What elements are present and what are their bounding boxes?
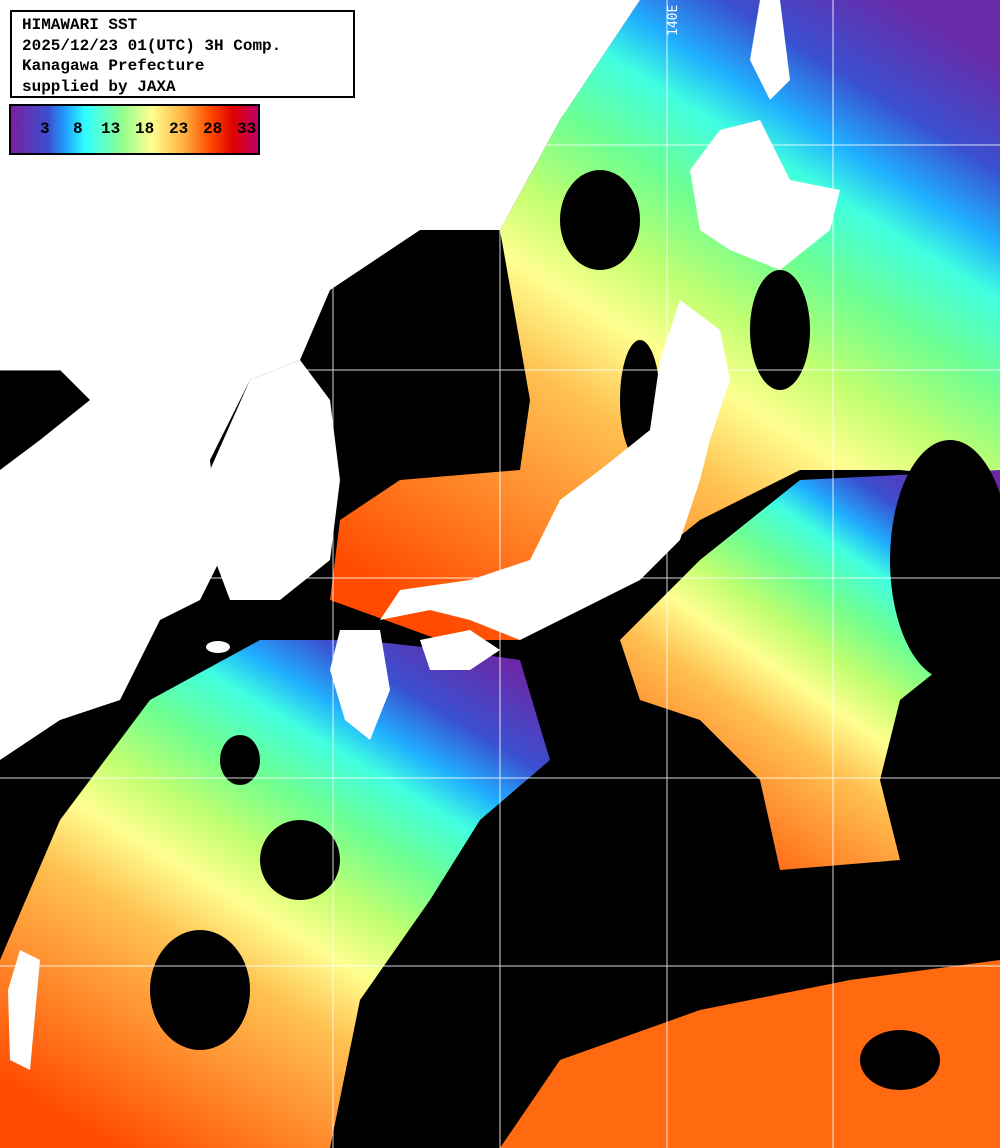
legend-tick: 28: [203, 120, 223, 138]
legend-tick: 8: [73, 120, 83, 138]
legend-tick: 18: [135, 120, 155, 138]
region-line: Kanagawa Prefecture: [22, 57, 205, 75]
legend-tick: 23: [169, 120, 189, 138]
taiwan: [8, 950, 40, 1070]
credit-line: supplied by JAXA: [22, 77, 176, 96]
hokkaido: [690, 120, 840, 270]
legend-tick: 33: [237, 120, 257, 138]
sakhalin: [750, 0, 790, 100]
datetime-line: 2025/12/23 01(UTC) 3H Comp.: [22, 36, 282, 55]
sst-field-southwest: [0, 640, 550, 1148]
latitude-label: 40N: [12, 352, 36, 367]
asia-mainland: [0, 0, 640, 760]
title-box: HIMAWARI SST 2025/12/23 01(UTC) 3H Comp.…: [10, 10, 355, 98]
title-line: HIMAWARI SST: [22, 16, 138, 34]
kyushu: [330, 630, 390, 740]
longitude-label: 140E: [666, 4, 681, 36]
honshu: [380, 300, 730, 640]
legend-tick: 13: [101, 120, 121, 138]
color-scale-legend: 3 8 13 18 23 28 33: [9, 104, 260, 155]
sst-field-south: [500, 960, 1000, 1148]
shikoku: [420, 630, 500, 670]
land: [0, 0, 840, 1070]
korea: [210, 360, 340, 600]
jeju: [206, 641, 230, 653]
legend-tick: 3: [40, 120, 50, 138]
